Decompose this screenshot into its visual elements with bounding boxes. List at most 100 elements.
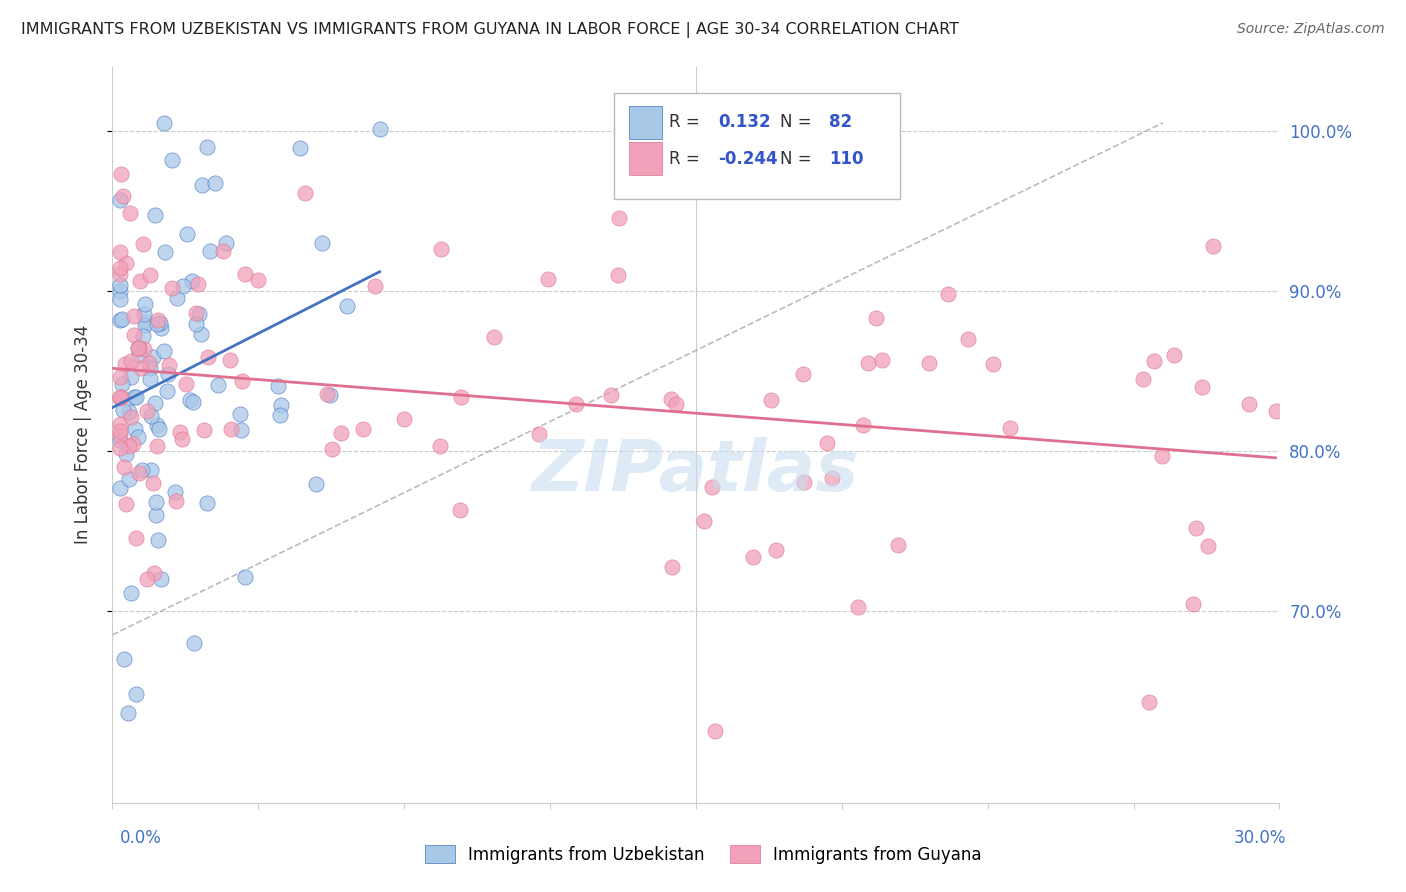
Point xyxy=(122,309,145,323)
Point xyxy=(1143,354,1166,368)
Text: N =: N = xyxy=(780,150,817,168)
Point xyxy=(170,432,193,446)
Point xyxy=(141,463,163,477)
Point xyxy=(174,377,197,392)
Point xyxy=(110,167,132,181)
Point xyxy=(128,341,150,355)
Point xyxy=(693,515,716,529)
Point xyxy=(1197,539,1219,553)
Point xyxy=(157,368,180,382)
Point xyxy=(704,723,727,738)
Point xyxy=(139,268,162,282)
Point xyxy=(659,392,682,407)
Point xyxy=(142,350,165,364)
Point xyxy=(145,417,167,432)
Point xyxy=(117,706,139,721)
Point xyxy=(607,268,630,282)
Point xyxy=(368,122,391,136)
Point xyxy=(315,387,337,401)
Point xyxy=(184,306,207,320)
Point xyxy=(450,390,472,404)
Point xyxy=(247,273,270,287)
Point xyxy=(110,425,132,439)
Point xyxy=(846,600,869,615)
Point xyxy=(110,284,132,298)
Point xyxy=(146,312,169,326)
Point xyxy=(181,394,204,409)
Point xyxy=(233,570,256,584)
Point xyxy=(143,396,166,410)
Point xyxy=(125,390,148,404)
Point xyxy=(529,427,551,442)
Point xyxy=(153,116,176,130)
Point xyxy=(114,357,136,371)
Point xyxy=(191,178,214,192)
Text: R =: R = xyxy=(669,150,706,168)
Point xyxy=(128,348,150,362)
Point xyxy=(110,193,132,207)
Bar xyxy=(630,143,662,176)
Point xyxy=(111,377,134,392)
Point xyxy=(110,313,132,327)
Point xyxy=(218,353,240,368)
Point xyxy=(160,281,183,295)
Point xyxy=(765,543,787,558)
Point xyxy=(211,244,233,258)
Point xyxy=(215,236,238,251)
Point xyxy=(111,403,134,417)
Point xyxy=(149,316,172,330)
Point xyxy=(1132,372,1154,386)
Point xyxy=(1182,597,1205,611)
Point xyxy=(195,495,218,509)
Point xyxy=(110,245,132,260)
Point xyxy=(120,586,142,600)
Point xyxy=(136,404,159,418)
Point xyxy=(110,417,132,431)
Point xyxy=(135,572,157,586)
Point xyxy=(145,495,167,509)
Point xyxy=(153,343,176,358)
Point xyxy=(565,396,588,410)
Point xyxy=(321,442,343,456)
Point xyxy=(336,299,359,313)
Point xyxy=(429,242,451,256)
Point xyxy=(110,268,132,282)
Y-axis label: In Labor Force | Age 30-34: In Labor Force | Age 30-34 xyxy=(73,326,91,544)
Point xyxy=(131,360,153,375)
Point xyxy=(304,477,326,491)
Text: 82: 82 xyxy=(830,113,852,131)
Text: 0.0%: 0.0% xyxy=(120,830,162,847)
Point xyxy=(135,315,157,329)
Point xyxy=(115,256,138,270)
Point xyxy=(792,367,814,381)
Point xyxy=(661,560,683,574)
Point xyxy=(143,566,166,580)
Point xyxy=(134,342,156,356)
Legend: Immigrants from Uzbekistan, Immigrants from Guyana: Immigrants from Uzbekistan, Immigrants f… xyxy=(418,838,988,871)
Point xyxy=(146,533,169,547)
Point xyxy=(742,550,765,565)
Point xyxy=(1185,521,1208,535)
Point xyxy=(759,393,782,408)
Point xyxy=(998,420,1021,434)
Point xyxy=(120,206,142,220)
Point xyxy=(145,508,167,523)
Point xyxy=(157,358,180,372)
Point xyxy=(125,531,148,545)
Point xyxy=(110,278,132,293)
Point xyxy=(110,428,132,442)
Point xyxy=(134,318,156,332)
Point xyxy=(394,412,416,426)
Point xyxy=(700,480,723,494)
Point xyxy=(118,439,141,453)
Point xyxy=(122,437,145,451)
Point xyxy=(190,327,212,342)
Point xyxy=(148,422,170,436)
Point xyxy=(1137,695,1160,709)
Point xyxy=(153,244,176,259)
Point xyxy=(115,447,138,461)
Point xyxy=(122,327,145,342)
Point xyxy=(166,291,188,305)
Point xyxy=(188,307,211,321)
Point xyxy=(270,398,292,412)
